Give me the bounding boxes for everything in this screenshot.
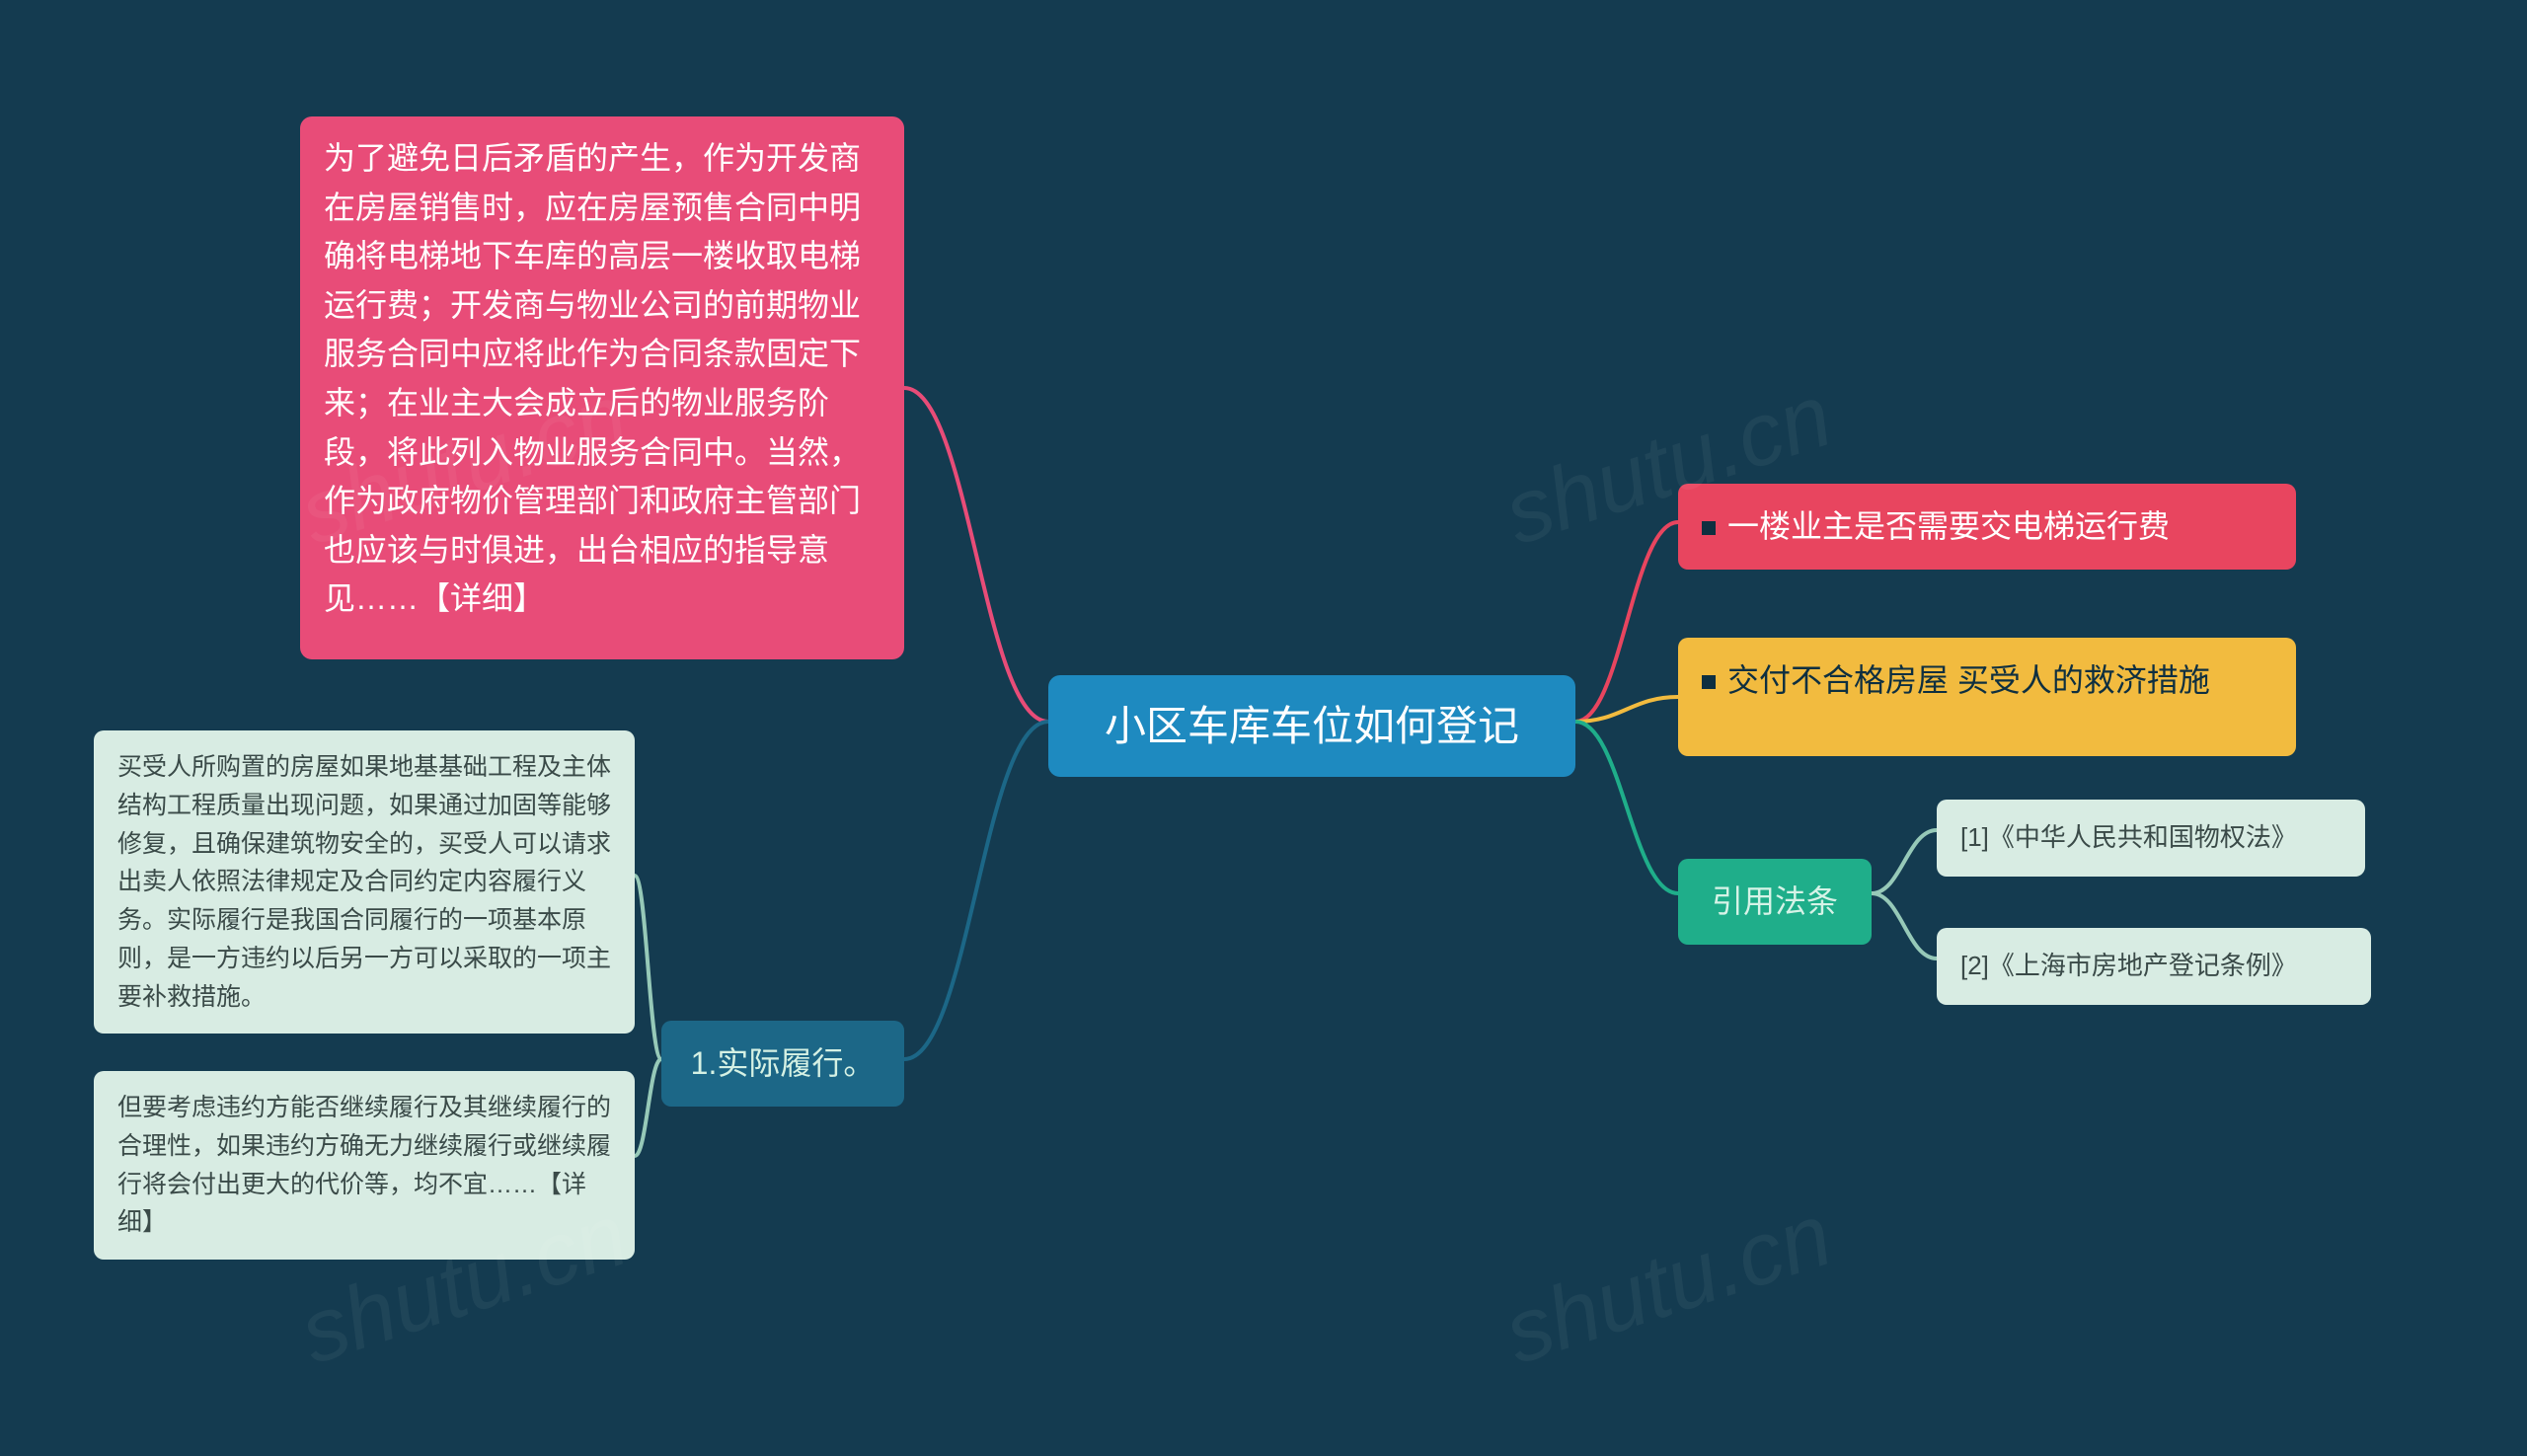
node-text: 但要考虑违约方能否继续履行及其继续履行的合理性，如果违约方确无力继续履行或继续履…	[117, 1094, 611, 1236]
node-text: 交付不合格房屋 买受人的救济措施	[1727, 662, 2210, 698]
node-text: 为了避免日后矛盾的产生，作为开发商在房屋销售时，应在房屋预售合同中明确将电梯地下…	[324, 140, 861, 616]
connector	[1575, 522, 1678, 722]
connector	[1575, 697, 1678, 722]
mindmap-node-teal_right: 引用法条	[1678, 859, 1872, 945]
mindmap-node-law2: [2]《上海市房地产登记条例》	[1937, 928, 2371, 1005]
mindmap-node-root: 小区车库车位如何登记	[1048, 675, 1575, 777]
connector	[1872, 830, 1937, 893]
connector	[904, 722, 1048, 1059]
connector	[635, 1059, 661, 1156]
node-text: 1.实际履行。	[691, 1038, 876, 1089]
node-text: [2]《上海市房地产登记条例》	[1960, 951, 2297, 980]
mindmap-node-lt_block_top: 买受人所购置的房屋如果地基基础工程及主体结构工程质量出现问题，如果通过加固等能够…	[94, 730, 635, 1034]
mindmap-node-lt_block_bot: 但要考虑违约方能否继续履行及其继续履行的合理性，如果违约方确无力继续履行或继续履…	[94, 1071, 635, 1260]
connector	[635, 876, 661, 1059]
bullet-square-icon	[1702, 675, 1716, 689]
mindmap-node-pink_block: 为了避免日后矛盾的产生，作为开发商在房屋销售时，应在房屋预售合同中明确将电梯地下…	[300, 116, 904, 659]
node-text: 买受人所购置的房屋如果地基基础工程及主体结构工程质量出现问题，如果通过加固等能够…	[117, 753, 611, 1011]
mindmap-node-blue_mid: 1.实际履行。	[661, 1021, 904, 1107]
watermark: shutu.cn	[1493, 1185, 1843, 1385]
bullet-square-icon	[1702, 521, 1716, 535]
node-text: 引用法条	[1712, 877, 1838, 927]
connector	[1872, 893, 1937, 958]
mindmap-node-law1: [1]《中华人民共和国物权法》	[1937, 800, 2365, 877]
mindmap-node-red_right: 一楼业主是否需要交电梯运行费	[1678, 484, 2296, 570]
mindmap-node-yellow_right: 交付不合格房屋 买受人的救济措施	[1678, 638, 2296, 756]
connector	[904, 388, 1048, 722]
node-text: [1]《中华人民共和国物权法》	[1960, 822, 2297, 852]
connector	[1575, 722, 1678, 893]
node-text: 小区车库车位如何登记	[1105, 693, 1519, 759]
node-text: 一楼业主是否需要交电梯运行费	[1727, 508, 2170, 544]
